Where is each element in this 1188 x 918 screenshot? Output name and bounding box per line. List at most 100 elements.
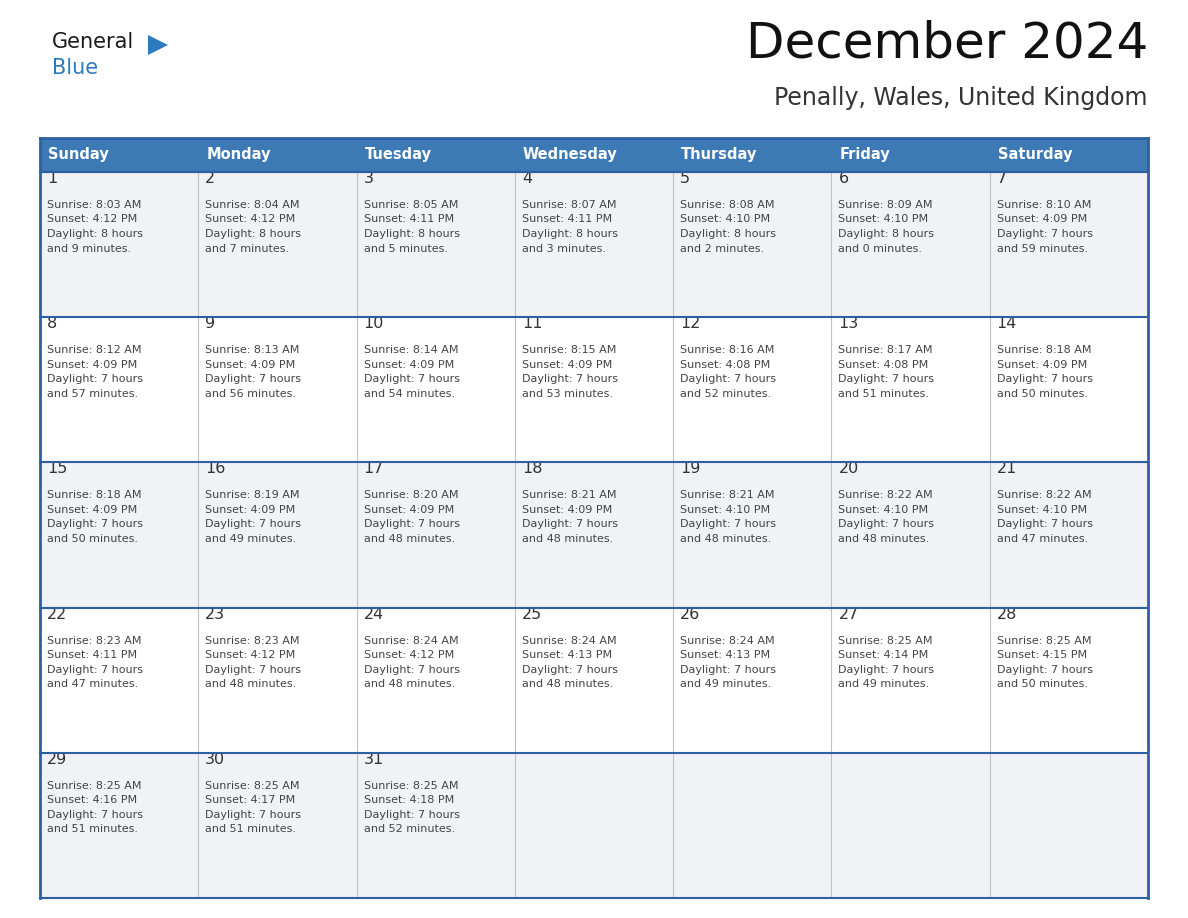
Text: Sunrise: 8:21 AM: Sunrise: 8:21 AM [522, 490, 617, 500]
Text: 10: 10 [364, 316, 384, 331]
Text: Sunset: 4:08 PM: Sunset: 4:08 PM [839, 360, 929, 370]
Text: Sunrise: 8:13 AM: Sunrise: 8:13 AM [206, 345, 299, 355]
Text: 21: 21 [997, 462, 1017, 476]
Text: Daylight: 7 hours: Daylight: 7 hours [681, 520, 776, 530]
Text: Daylight: 7 hours: Daylight: 7 hours [997, 665, 1093, 675]
Text: Sunrise: 8:15 AM: Sunrise: 8:15 AM [522, 345, 617, 355]
Text: Sunrise: 8:09 AM: Sunrise: 8:09 AM [839, 200, 933, 210]
Text: Wednesday: Wednesday [523, 148, 618, 162]
Text: Sunrise: 8:03 AM: Sunrise: 8:03 AM [48, 200, 141, 210]
Text: General: General [52, 32, 134, 52]
Text: Sunset: 4:09 PM: Sunset: 4:09 PM [522, 360, 612, 370]
Text: 2: 2 [206, 171, 215, 186]
Text: Sunset: 4:11 PM: Sunset: 4:11 PM [48, 650, 137, 660]
Text: Sunset: 4:10 PM: Sunset: 4:10 PM [839, 505, 929, 515]
Text: Sunset: 4:11 PM: Sunset: 4:11 PM [364, 215, 454, 225]
Text: Sunrise: 8:25 AM: Sunrise: 8:25 AM [206, 781, 299, 790]
Text: Sunrise: 8:18 AM: Sunrise: 8:18 AM [48, 490, 141, 500]
Text: Sunset: 4:13 PM: Sunset: 4:13 PM [681, 650, 770, 660]
Text: Daylight: 7 hours: Daylight: 7 hours [522, 520, 618, 530]
Text: Sunset: 4:12 PM: Sunset: 4:12 PM [206, 215, 296, 225]
Text: Sunrise: 8:16 AM: Sunrise: 8:16 AM [681, 345, 775, 355]
Text: 14: 14 [997, 316, 1017, 331]
Text: 26: 26 [681, 607, 701, 621]
Text: Sunrise: 8:24 AM: Sunrise: 8:24 AM [522, 635, 617, 645]
Text: Sunset: 4:10 PM: Sunset: 4:10 PM [681, 505, 770, 515]
Text: Sunrise: 8:20 AM: Sunrise: 8:20 AM [364, 490, 459, 500]
Text: Thursday: Thursday [681, 148, 758, 162]
Text: Sunrise: 8:17 AM: Sunrise: 8:17 AM [839, 345, 933, 355]
Text: and 48 minutes.: and 48 minutes. [206, 679, 297, 689]
Text: 17: 17 [364, 462, 384, 476]
Text: 27: 27 [839, 607, 859, 621]
Text: Sunset: 4:10 PM: Sunset: 4:10 PM [997, 505, 1087, 515]
Text: Tuesday: Tuesday [365, 148, 431, 162]
Text: Sunset: 4:13 PM: Sunset: 4:13 PM [522, 650, 612, 660]
Text: 6: 6 [839, 171, 848, 186]
Text: Sunrise: 8:22 AM: Sunrise: 8:22 AM [997, 490, 1092, 500]
Text: Daylight: 7 hours: Daylight: 7 hours [48, 375, 143, 385]
Text: Sunset: 4:09 PM: Sunset: 4:09 PM [48, 360, 138, 370]
Text: and 49 minutes.: and 49 minutes. [681, 679, 771, 689]
Text: and 7 minutes.: and 7 minutes. [206, 243, 290, 253]
Text: Daylight: 7 hours: Daylight: 7 hours [48, 810, 143, 820]
Text: Sunrise: 8:23 AM: Sunrise: 8:23 AM [48, 635, 141, 645]
Text: and 50 minutes.: and 50 minutes. [997, 388, 1088, 398]
Text: and 51 minutes.: and 51 minutes. [206, 824, 296, 834]
Text: and 50 minutes.: and 50 minutes. [48, 534, 138, 543]
Text: Saturday: Saturday [998, 148, 1073, 162]
Text: Daylight: 8 hours: Daylight: 8 hours [839, 229, 935, 239]
Text: Daylight: 7 hours: Daylight: 7 hours [48, 665, 143, 675]
Text: 24: 24 [364, 607, 384, 621]
Text: Sunrise: 8:10 AM: Sunrise: 8:10 AM [997, 200, 1091, 210]
Text: and 5 minutes.: and 5 minutes. [364, 243, 448, 253]
Text: Daylight: 8 hours: Daylight: 8 hours [364, 229, 460, 239]
Text: Sunset: 4:09 PM: Sunset: 4:09 PM [206, 360, 296, 370]
Text: Sunset: 4:12 PM: Sunset: 4:12 PM [206, 650, 296, 660]
Text: Sunrise: 8:25 AM: Sunrise: 8:25 AM [364, 781, 459, 790]
Text: 9: 9 [206, 316, 215, 331]
Text: and 59 minutes.: and 59 minutes. [997, 243, 1088, 253]
Polygon shape [148, 35, 168, 55]
Text: Sunset: 4:11 PM: Sunset: 4:11 PM [522, 215, 612, 225]
Text: Daylight: 7 hours: Daylight: 7 hours [364, 665, 460, 675]
Text: 11: 11 [522, 316, 543, 331]
Text: 15: 15 [48, 462, 68, 476]
Text: Sunrise: 8:05 AM: Sunrise: 8:05 AM [364, 200, 457, 210]
Text: and 48 minutes.: and 48 minutes. [522, 534, 613, 543]
Text: and 48 minutes.: and 48 minutes. [681, 534, 771, 543]
Text: and 47 minutes.: and 47 minutes. [48, 679, 138, 689]
Text: Sunrise: 8:08 AM: Sunrise: 8:08 AM [681, 200, 775, 210]
Text: and 49 minutes.: and 49 minutes. [206, 534, 297, 543]
Text: Sunrise: 8:04 AM: Sunrise: 8:04 AM [206, 200, 299, 210]
Text: Sunset: 4:09 PM: Sunset: 4:09 PM [997, 360, 1087, 370]
Text: 7: 7 [997, 171, 1007, 186]
Text: and 51 minutes.: and 51 minutes. [48, 824, 138, 834]
Text: Sunset: 4:09 PM: Sunset: 4:09 PM [997, 215, 1087, 225]
Text: 31: 31 [364, 752, 384, 767]
Text: Sunrise: 8:07 AM: Sunrise: 8:07 AM [522, 200, 617, 210]
Text: and 9 minutes.: and 9 minutes. [48, 243, 131, 253]
Text: Sunrise: 8:25 AM: Sunrise: 8:25 AM [839, 635, 933, 645]
Text: Daylight: 8 hours: Daylight: 8 hours [681, 229, 776, 239]
Text: Daylight: 7 hours: Daylight: 7 hours [522, 375, 618, 385]
Text: 3: 3 [364, 171, 373, 186]
Text: 18: 18 [522, 462, 543, 476]
Text: Sunrise: 8:25 AM: Sunrise: 8:25 AM [997, 635, 1092, 645]
Text: December 2024: December 2024 [746, 20, 1148, 68]
Text: Friday: Friday [840, 148, 890, 162]
Text: Daylight: 7 hours: Daylight: 7 hours [364, 375, 460, 385]
Text: Sunset: 4:14 PM: Sunset: 4:14 PM [839, 650, 929, 660]
Bar [40, 318, 1148, 463]
Text: 13: 13 [839, 316, 859, 331]
Text: Sunset: 4:10 PM: Sunset: 4:10 PM [839, 215, 929, 225]
Text: and 3 minutes.: and 3 minutes. [522, 243, 606, 253]
Text: Sunset: 4:08 PM: Sunset: 4:08 PM [681, 360, 770, 370]
Text: Sunset: 4:09 PM: Sunset: 4:09 PM [364, 505, 454, 515]
Bar [40, 172, 1148, 318]
Text: Sunrise: 8:12 AM: Sunrise: 8:12 AM [48, 345, 141, 355]
Text: and 53 minutes.: and 53 minutes. [522, 388, 613, 398]
Text: 20: 20 [839, 462, 859, 476]
Text: Sunrise: 8:18 AM: Sunrise: 8:18 AM [997, 345, 1092, 355]
Text: Daylight: 7 hours: Daylight: 7 hours [681, 665, 776, 675]
